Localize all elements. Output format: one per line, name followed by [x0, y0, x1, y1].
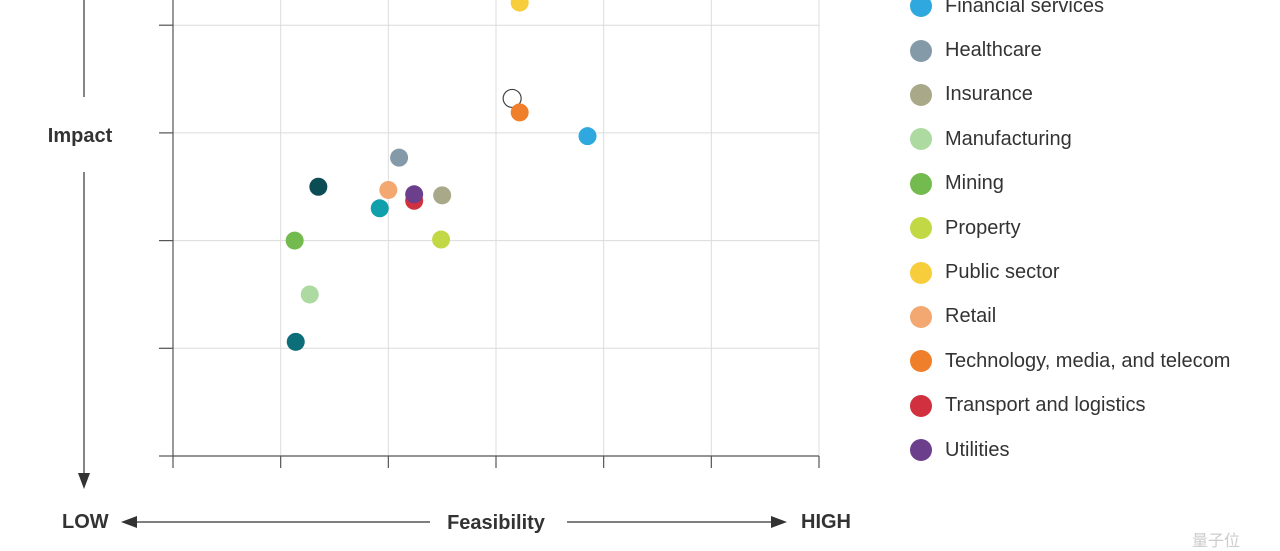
point-property [432, 230, 451, 249]
x-axis-high-label: HIGH [801, 511, 851, 533]
x-arrow-head-right [771, 516, 787, 528]
legend-swatch [910, 261, 932, 284]
point-hollow [502, 88, 522, 109]
point-utilities [405, 185, 424, 204]
legend-item-insurance: Insurance [910, 73, 1230, 117]
legend-item-mining: Mining [910, 162, 1230, 206]
legend: Financial services Healthcare Insurance Man… [910, 0, 1230, 472]
legend-swatch [910, 439, 932, 462]
legend-item-technology-media-and-telecom: Technology, media, and telecom [910, 339, 1230, 383]
legend-swatch [910, 0, 932, 18]
grid-lines [159, 0, 820, 456]
point-unlabeled-3 [286, 332, 305, 351]
point-technology-media-and-telecom [510, 103, 529, 122]
point-unlabeled-2 [370, 199, 389, 218]
legend-label: Financial services [945, 0, 1104, 17]
legend-swatch [910, 394, 932, 417]
legend-label: Property [945, 216, 1021, 239]
point-mining [285, 231, 304, 250]
point-insurance [433, 186, 452, 205]
legend-item-manufacturing: Manufacturing [910, 117, 1230, 161]
point-healthcare [390, 148, 409, 167]
legend-swatch [910, 172, 932, 195]
point-unlabeled-1 [309, 177, 328, 196]
legend-swatch [910, 350, 932, 373]
point-public-sector [510, 0, 529, 12]
legend-label: Healthcare [945, 39, 1042, 62]
legend-swatch [910, 217, 932, 240]
legend-swatch [910, 39, 932, 62]
legend-item-transport-and-logistics: Transport and logistics [910, 384, 1230, 428]
point-manufacturing [300, 285, 319, 304]
x-axis-low-label: LOW [62, 511, 109, 533]
legend-label: Utilities [945, 438, 1010, 461]
legend-swatch [910, 305, 932, 328]
y-axis-label: Impact [48, 125, 113, 147]
legend-item-financial-services: Financial services [910, 0, 1230, 28]
legend-swatch [910, 128, 932, 151]
legend-item-retail: Retail [910, 295, 1230, 339]
legend-label: Transport and logistics [945, 394, 1146, 417]
legend-label: Retail [945, 305, 997, 328]
legend-item-public-sector: Public sector [910, 250, 1230, 294]
legend-label: Public sector [945, 261, 1060, 284]
legend-label: Manufacturing [945, 127, 1072, 150]
legend-label: Technology, media, and telecom [945, 349, 1231, 372]
legend-swatch [910, 83, 932, 106]
legend-label: Mining [945, 172, 1004, 195]
legend-item-utilities: Utilities [910, 428, 1230, 472]
x-arrow-head-left [121, 516, 137, 528]
data-points [285, 0, 597, 351]
watermark: 量子位 [1191, 533, 1240, 550]
point-retail [379, 180, 398, 199]
legend-label: Insurance [945, 83, 1033, 106]
point-financial-services [578, 127, 597, 146]
legend-item-property: Property [910, 206, 1230, 250]
legend-item-healthcare: Healthcare [910, 28, 1230, 72]
y-arrow-head [78, 473, 90, 489]
x-axis-label: Feasibility [447, 512, 546, 534]
axes [78, 0, 820, 528]
